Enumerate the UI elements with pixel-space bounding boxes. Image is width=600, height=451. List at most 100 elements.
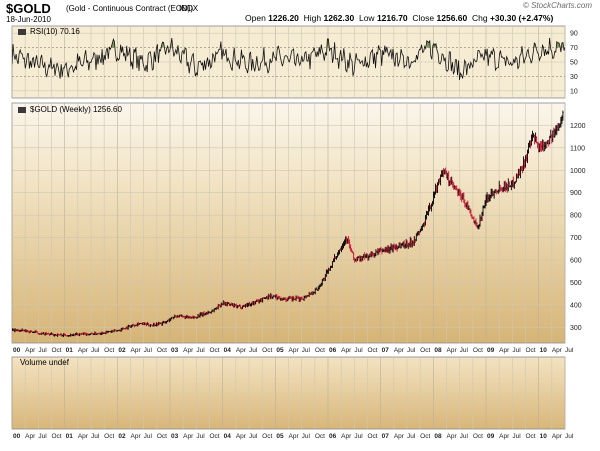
quote-change-value: +30.30 (+2.47%) bbox=[489, 13, 554, 23]
x-tick-month: Jul bbox=[249, 347, 258, 354]
x-tick-year: 02 bbox=[118, 433, 126, 440]
x-tick-month: Apr bbox=[341, 347, 352, 354]
x-tick-month: Jul bbox=[354, 347, 363, 354]
x-tick-month: Jul bbox=[91, 347, 100, 354]
x-tick-year: 09 bbox=[487, 433, 495, 440]
x-tick-month: Apr bbox=[289, 433, 300, 440]
x-tick-month: Jul bbox=[302, 433, 311, 440]
chart-date: 18-Jun-2010 bbox=[6, 15, 51, 24]
rsi-tick-label: 50 bbox=[570, 60, 578, 67]
quote-open-value: 1226.20 bbox=[268, 13, 299, 23]
rsi-panel-title: RSI(10) 70.16 bbox=[30, 27, 80, 36]
x-tick-month: Jul bbox=[565, 433, 574, 440]
price-tick-label: 900 bbox=[570, 190, 582, 197]
x-tick-month: Oct bbox=[526, 433, 536, 440]
x-tick-year: 09 bbox=[487, 347, 495, 354]
x-tick-year: 01 bbox=[66, 347, 74, 354]
x-tick-month: Apr bbox=[289, 347, 300, 354]
x-tick-month: Oct bbox=[210, 347, 220, 354]
x-tick-year: 05 bbox=[276, 347, 284, 354]
rsi-tick-label: 30 bbox=[570, 74, 578, 81]
x-tick-month: Apr bbox=[394, 433, 405, 440]
x-tick-year: 10 bbox=[540, 433, 548, 440]
price-tick-label: 1200 bbox=[570, 123, 586, 130]
x-tick-month: Jul bbox=[144, 347, 153, 354]
x-tick-year: 06 bbox=[329, 433, 337, 440]
x-tick-month: Apr bbox=[131, 347, 142, 354]
quote-change-label: Chg bbox=[471, 13, 488, 23]
x-tick-month: Oct bbox=[368, 433, 378, 440]
x-tick-month: Jul bbox=[460, 347, 469, 354]
x-tick-year: 08 bbox=[434, 433, 442, 440]
exchange-label: INDX bbox=[179, 4, 199, 13]
rsi-title-marker bbox=[18, 29, 26, 35]
x-tick-month: Apr bbox=[447, 347, 458, 354]
x-tick-year: 00 bbox=[13, 433, 21, 440]
quote-low-label: Low bbox=[358, 13, 375, 23]
x-tick-month: Oct bbox=[104, 433, 114, 440]
x-tick-month: Jul bbox=[407, 433, 416, 440]
x-tick-month: Apr bbox=[236, 433, 247, 440]
rsi-overbought-fill bbox=[556, 41, 560, 48]
x-tick-month: Apr bbox=[183, 347, 194, 354]
x-tick-month: Oct bbox=[420, 433, 430, 440]
price-tick-label: 600 bbox=[570, 258, 582, 265]
x-tick-month: Oct bbox=[420, 347, 430, 354]
x-tick-year: 05 bbox=[276, 433, 284, 440]
x-tick-month: Oct bbox=[368, 347, 378, 354]
x-tick-month: Jul bbox=[407, 347, 416, 354]
x-tick-month: Oct bbox=[473, 433, 483, 440]
x-tick-month: Apr bbox=[447, 433, 458, 440]
x-tick-month: Jul bbox=[354, 433, 363, 440]
x-tick-month: Apr bbox=[394, 347, 405, 354]
x-tick-year: 08 bbox=[434, 347, 442, 354]
x-tick-year: 07 bbox=[382, 433, 390, 440]
quote-close-value: 1256.60 bbox=[436, 13, 468, 23]
x-tick-month: Oct bbox=[262, 347, 272, 354]
x-tick-month: Jul bbox=[38, 347, 47, 354]
quote-summary: Open 1226.20 High 1262.30 Low 1216.70 Cl… bbox=[245, 13, 553, 23]
x-tick-month: Apr bbox=[552, 433, 563, 440]
x-tick-month: Oct bbox=[262, 433, 272, 440]
symbol-name: (Gold - Continuous Contract (EOD)) bbox=[66, 4, 194, 13]
rsi-overbought-fill bbox=[161, 42, 164, 48]
price-tick-label: 700 bbox=[570, 235, 582, 242]
x-tick-month: Apr bbox=[78, 433, 89, 440]
price-tick-label: 1100 bbox=[570, 145, 585, 152]
x-tick-year: 07 bbox=[382, 347, 390, 354]
x-tick-month: Jul bbox=[249, 433, 258, 440]
x-tick-year: 02 bbox=[118, 347, 126, 354]
x-tick-month: Jul bbox=[302, 347, 311, 354]
x-tick-month: Apr bbox=[341, 433, 352, 440]
x-tick-month: Oct bbox=[210, 433, 220, 440]
x-tick-month: Jul bbox=[91, 433, 100, 440]
x-tick-year: 10 bbox=[540, 347, 548, 354]
price-title-marker bbox=[18, 107, 26, 113]
price-tick-label: 500 bbox=[570, 280, 582, 287]
x-tick-year: 03 bbox=[171, 433, 179, 440]
rsi-line bbox=[12, 37, 565, 80]
x-tick-month: Apr bbox=[499, 433, 510, 440]
x-tick-month: Apr bbox=[183, 433, 194, 440]
x-tick-month: Oct bbox=[104, 347, 114, 354]
x-tick-year: 03 bbox=[171, 347, 179, 354]
price-tick-label: 300 bbox=[570, 325, 582, 332]
quote-high-label: High bbox=[303, 13, 322, 23]
x-tick-month: Apr bbox=[499, 347, 510, 354]
rsi-tick-label: 90 bbox=[570, 31, 578, 38]
x-tick-month: Oct bbox=[315, 347, 325, 354]
volume-panel-title: Volume undef bbox=[20, 358, 70, 367]
x-tick-month: Jul bbox=[460, 433, 469, 440]
x-tick-month: Jul bbox=[512, 433, 521, 440]
quote-open-label: Open bbox=[245, 13, 266, 23]
x-tick-month: Oct bbox=[315, 433, 325, 440]
x-tick-year: 06 bbox=[329, 347, 337, 354]
x-tick-month: Apr bbox=[552, 347, 563, 354]
quote-high-value: 1262.30 bbox=[323, 13, 355, 23]
x-tick-year: 04 bbox=[224, 347, 232, 354]
x-tick-month: Jul bbox=[196, 347, 205, 354]
quote-close-label: Close bbox=[412, 13, 435, 23]
rsi-tick-label: 10 bbox=[570, 88, 578, 95]
price-tick-label: 800 bbox=[570, 213, 582, 220]
